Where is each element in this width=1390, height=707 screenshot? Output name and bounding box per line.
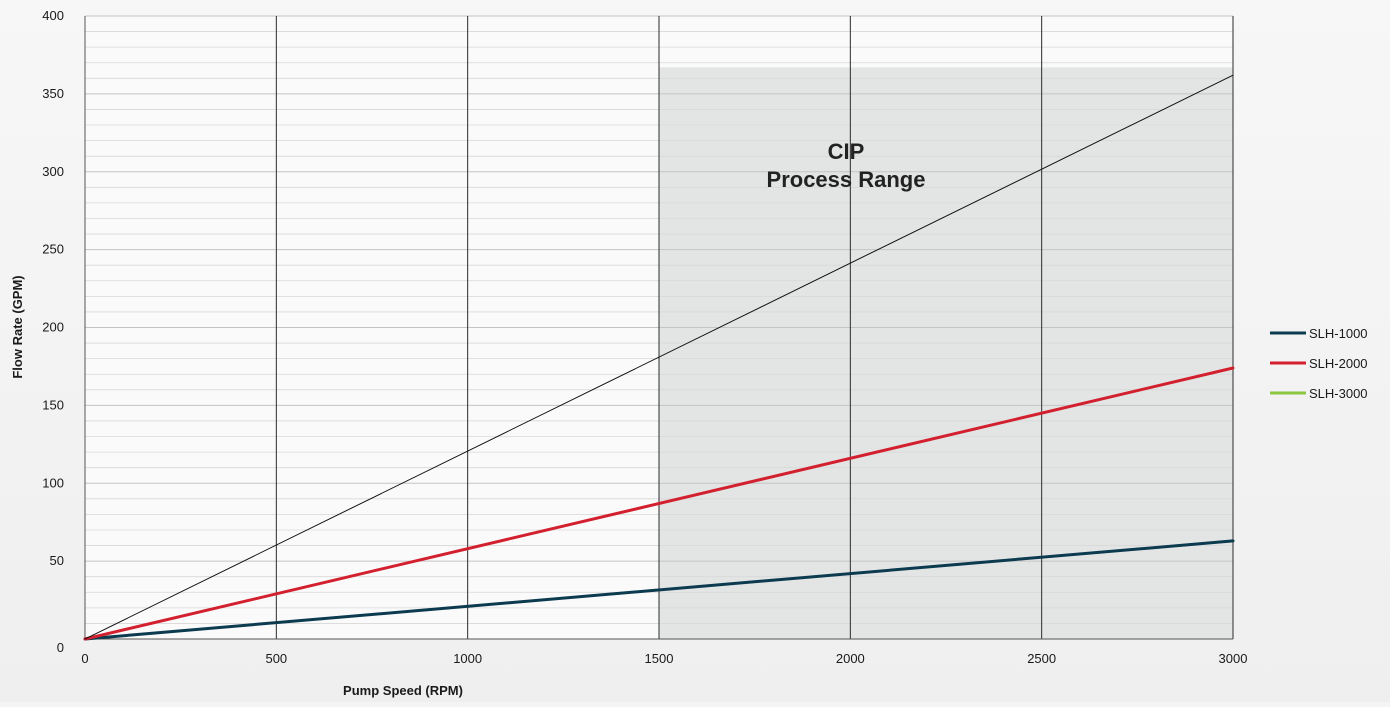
y-tick-label: 300: [42, 164, 64, 179]
x-tick-label: 2500: [1027, 651, 1056, 666]
x-tick-label: 500: [265, 651, 287, 666]
annotation-label: Process Range: [767, 167, 926, 192]
legend-label-slh-3000: SLH-3000: [1309, 386, 1368, 401]
series-line-slh-3000: [84, 74, 1234, 640]
legend: SLH-1000 SLH-2000 SLH-3000: [1270, 326, 1368, 401]
x-axis-title: Pump Speed (RPM): [343, 683, 463, 698]
x-tick-label: 3000: [1219, 651, 1248, 666]
y-tick-label: 400: [42, 8, 64, 23]
y-tick-label: 350: [42, 86, 64, 101]
y-tick-label: 50: [50, 553, 64, 568]
series-line-slh-2000: [83, 366, 1235, 641]
x-tick-label: 2000: [836, 651, 865, 666]
y-tick-label: 250: [42, 242, 64, 257]
y-tick-label: 100: [42, 475, 64, 490]
y-axis-title: Flow Rate (GPM): [10, 275, 25, 378]
x-tick-label: 1000: [453, 651, 482, 666]
legend-label-slh-1000: SLH-1000: [1309, 326, 1368, 341]
x-tick-label: 0: [81, 651, 88, 666]
series-line-slh-1000: [83, 539, 1235, 641]
y-tick-label: 0: [57, 640, 64, 655]
cip-process-range-band: [659, 67, 1233, 639]
x-tick-label: 1500: [645, 651, 674, 666]
legend-label-slh-2000: SLH-2000: [1309, 356, 1368, 371]
annotation-label: CIP: [828, 139, 865, 164]
y-tick-label: 200: [42, 320, 64, 335]
y-tick-label: 150: [42, 397, 64, 412]
